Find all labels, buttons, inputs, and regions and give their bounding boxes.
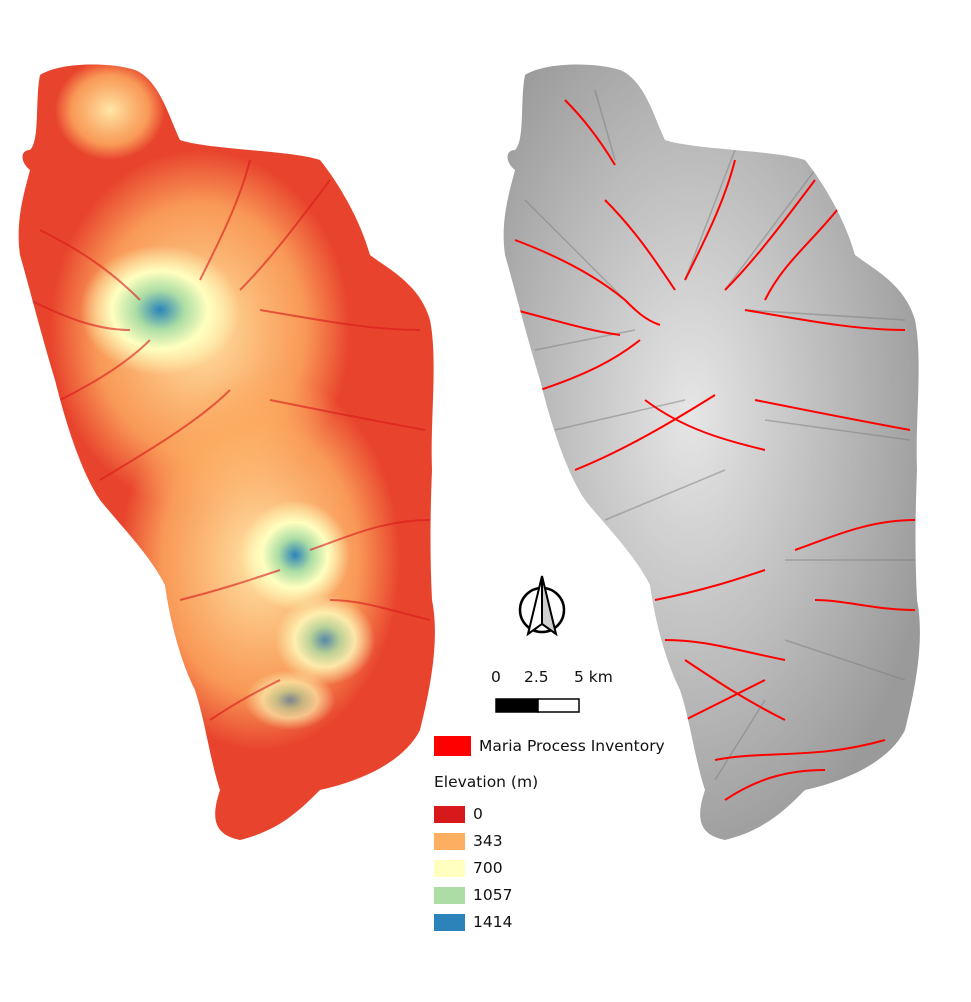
elevation-swatch-1414 [434, 913, 465, 931]
legend-item-inventory: Maria Process Inventory [434, 736, 665, 756]
elevation-swatch-700 [434, 859, 465, 877]
legend-label-inventory: Maria Process Inventory [479, 737, 665, 755]
legend-item-elevation-0: 0 [434, 805, 483, 823]
legend-item-elevation-343: 343 [434, 832, 503, 850]
scale-bar-labels: 0 2.5 5 km [488, 668, 628, 690]
scale-label-5km: 5 km [574, 668, 613, 686]
inventory-features [514, 99, 916, 801]
legend-label-elevation-1057: 1057 [473, 886, 513, 904]
hillshade-map [503, 64, 920, 840]
legend-item-elevation-700: 700 [434, 859, 503, 877]
scale-label-0: 0 [491, 668, 501, 686]
legend-item-elevation-1414: 1414 [434, 913, 512, 931]
scale-bar [495, 698, 580, 713]
legend-item-elevation-1057: 1057 [434, 886, 512, 904]
legend-label-elevation-343: 343 [473, 832, 503, 850]
legend-label-elevation-1414: 1414 [473, 913, 513, 931]
north-arrow-icon [518, 575, 566, 637]
elevation-swatch-1057 [434, 886, 465, 904]
elevation-swatch-0 [434, 805, 465, 823]
inventory-swatch [434, 736, 471, 756]
legend-title-elevation: Elevation (m) [434, 773, 539, 791]
legend-label-elevation-700: 700 [473, 859, 503, 877]
elevation-swatch-343 [434, 832, 465, 850]
scale-label-2-5: 2.5 [524, 668, 549, 686]
elevation-map [18, 64, 435, 840]
legend-label-elevation-0: 0 [473, 805, 483, 823]
